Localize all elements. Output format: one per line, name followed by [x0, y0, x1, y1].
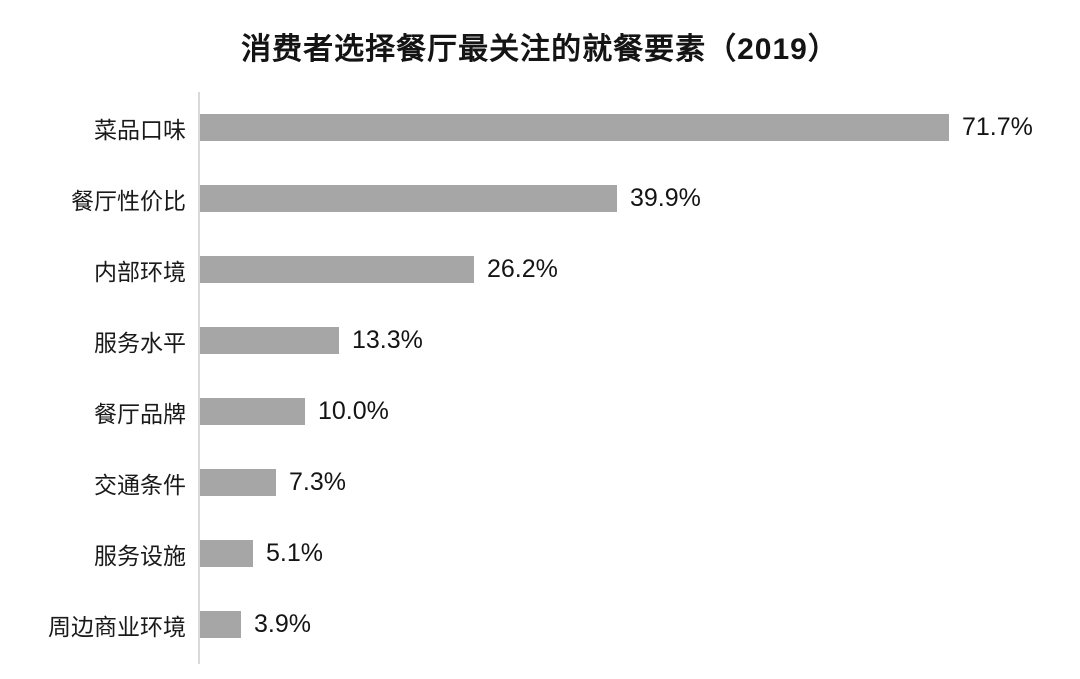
bar: [200, 398, 305, 425]
category-label: 餐厅品牌: [94, 400, 186, 427]
bar-track: 71.7%: [200, 92, 1080, 163]
value-label: 71.7%: [962, 113, 1033, 141]
bar-track: 3.9%: [200, 589, 1080, 660]
bar-track: 26.2%: [200, 234, 1080, 305]
bar: [200, 540, 253, 567]
chart-row: 周边商业环境 3.9%: [0, 589, 1080, 660]
bar: [200, 327, 339, 354]
chart-row: 交通条件 7.3%: [0, 447, 1080, 518]
category-label: 餐厅性价比: [71, 187, 186, 214]
bar-track: 13.3%: [200, 305, 1080, 376]
chart-row: 菜品口味 71.7%: [0, 92, 1080, 163]
category-label: 服务水平: [94, 329, 186, 356]
value-label: 5.1%: [266, 539, 323, 567]
chart-title: 消费者选择餐厅最关注的就餐要素（2019）: [241, 33, 839, 66]
chart-row: 服务设施 5.1%: [0, 518, 1080, 589]
bar-chart: 菜品口味 71.7% 餐厅性价比 39.9% 内部环境 26.2% 服务水平 13.3% 餐厅品…: [0, 92, 1080, 664]
value-label: 3.9%: [254, 610, 311, 638]
category-label: 内部环境: [94, 258, 186, 285]
value-label: 39.9%: [630, 184, 701, 212]
bar: [200, 114, 949, 141]
chart-rows: 菜品口味 71.7% 餐厅性价比 39.9% 内部环境 26.2% 服务水平 13.3% 餐厅品…: [0, 92, 1080, 660]
chart-row: 内部环境 26.2%: [0, 234, 1080, 305]
bar: [200, 469, 276, 496]
bar-track: 10.0%: [200, 376, 1080, 447]
y-axis-line: [198, 92, 200, 664]
bar-track: 7.3%: [200, 447, 1080, 518]
category-label: 菜品口味: [94, 116, 186, 143]
category-label: 服务设施: [94, 542, 186, 569]
bar: [200, 185, 617, 212]
bar: [200, 611, 241, 638]
category-label: 周边商业环境: [48, 613, 186, 640]
bar: [200, 256, 474, 283]
value-label: 26.2%: [487, 255, 558, 283]
chart-row: 餐厅性价比 39.9%: [0, 163, 1080, 234]
value-label: 13.3%: [352, 326, 423, 354]
chart-row: 服务水平 13.3%: [0, 305, 1080, 376]
bar-track: 39.9%: [200, 163, 1080, 234]
value-label: 10.0%: [318, 397, 389, 425]
bar-track: 5.1%: [200, 518, 1080, 589]
chart-row: 餐厅品牌 10.0%: [0, 376, 1080, 447]
value-label: 7.3%: [289, 468, 346, 496]
category-label: 交通条件: [94, 471, 186, 498]
